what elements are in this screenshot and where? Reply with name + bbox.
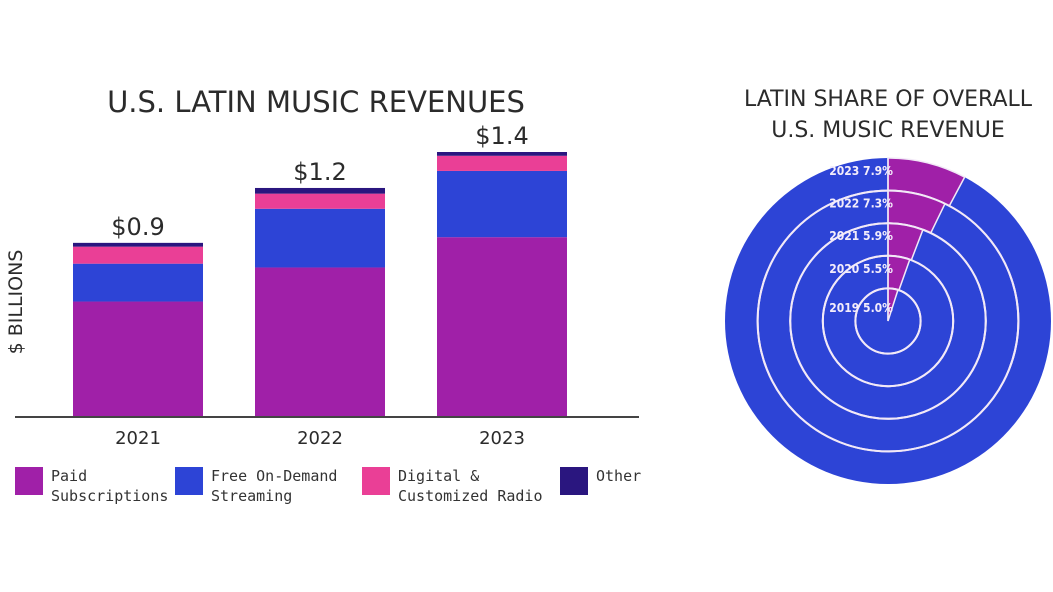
bar-segment-2021-paid-subscriptions	[73, 301, 203, 417]
legend-label-line: Streaming	[211, 487, 292, 505]
legend-item-digital-customized-radio: Digital & Customized Radio	[362, 467, 543, 505]
legend-item-paid-subscriptions: Paid Subscriptions	[15, 467, 168, 505]
ring-chart-title-line-2: U.S. MUSIC REVENUE	[771, 118, 1005, 143]
ring-label-2022: 2022 7.3%	[829, 197, 893, 211]
bar-segment-2022-free-on-demand-streaming	[255, 208, 385, 268]
x-tick-2022: 2022	[297, 428, 343, 449]
legend: Paid Subscriptions Free On-Demand Streaming…	[15, 467, 641, 505]
legend-swatch	[175, 467, 203, 495]
ring-chart-title-line-1: LATIN SHARE OF OVERALL	[744, 87, 1033, 112]
x-tick-2023: 2023	[479, 428, 525, 449]
total-labels-group: $0.9 $1.2 $1.4	[111, 122, 528, 241]
ring-label-2019: 2019 5.0%	[829, 301, 893, 315]
ring-boundary-2022	[756, 189, 1020, 453]
x-tick-2021: 2021	[115, 428, 161, 449]
bar-segment-2022-other	[255, 187, 385, 194]
legend-item-free-on-demand-streaming: Free On-Demand Streaming	[175, 467, 337, 505]
bar-segment-2022-digital-customized-radio	[255, 193, 385, 209]
ring-labels-group: 2019 5.0% 2020 5.5% 2021 5.9% 2022 7.3% 2023…	[829, 164, 893, 315]
bar-chart-title: U.S. LATIN MUSIC REVENUES	[107, 85, 525, 119]
bar-segment-2023-other	[437, 152, 567, 156]
legend-label-line: Free On-Demand	[211, 467, 337, 485]
bar-segment-2022-paid-subscriptions	[255, 267, 385, 417]
x-tick-labels-group: 2021 2022 2023	[115, 428, 525, 449]
legend-swatch	[560, 467, 588, 495]
legend-label-line: Subscriptions	[51, 487, 168, 505]
total-label-2022: $1.2	[293, 158, 346, 186]
total-label-2021: $0.9	[111, 213, 164, 241]
legend-swatch	[15, 467, 43, 495]
bar-segment-2023-free-on-demand-streaming	[437, 170, 567, 238]
legend-swatch	[362, 467, 390, 495]
ring-label-2021: 2021 5.9%	[829, 229, 893, 243]
bar-segment-2021-other	[73, 242, 203, 247]
legend-label-line: Customized Radio	[398, 487, 543, 505]
ring-label-2020: 2020 5.5%	[829, 262, 893, 276]
rings-group	[725, 157, 1051, 484]
bar-segment-2023-paid-subscriptions	[437, 237, 567, 417]
bars-group	[73, 152, 567, 417]
y-axis-label: $ BILLIONS	[5, 250, 27, 355]
legend-label-line: Digital &	[398, 467, 479, 485]
ring-boundary-2021	[789, 222, 987, 420]
ring-boundary-2020	[821, 254, 955, 388]
legend-label-line: Other	[596, 467, 641, 485]
legend-label-line: Paid	[51, 467, 87, 485]
legend-item-other: Other	[560, 467, 641, 495]
total-label-2023: $1.4	[475, 122, 528, 150]
bar-segment-2023-digital-customized-radio	[437, 155, 567, 171]
ring-label-2023: 2023 7.9%	[829, 164, 893, 178]
bar-segment-2021-digital-customized-radio	[73, 246, 203, 264]
bar-segment-2021-free-on-demand-streaming	[73, 263, 203, 302]
ring-boundary-2019	[854, 287, 922, 355]
